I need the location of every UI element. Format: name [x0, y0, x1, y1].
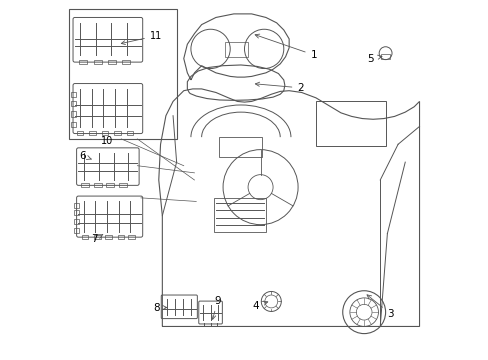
Bar	[74, 228, 79, 233]
Bar	[69, 9, 176, 139]
Bar	[82, 235, 88, 239]
Bar	[77, 131, 83, 135]
Text: 7: 7	[90, 234, 102, 244]
Bar	[214, 198, 265, 232]
Bar	[118, 235, 124, 239]
Bar	[128, 235, 135, 239]
Bar	[74, 203, 79, 207]
Text: 8: 8	[153, 302, 166, 312]
Text: 11: 11	[121, 31, 162, 45]
Bar	[81, 183, 89, 187]
Bar	[106, 183, 114, 187]
Text: 2: 2	[255, 82, 304, 93]
Bar	[126, 131, 133, 135]
Bar	[224, 42, 247, 57]
Bar	[71, 111, 75, 117]
Text: 10: 10	[101, 136, 113, 145]
Bar	[74, 210, 79, 215]
Bar	[74, 219, 79, 224]
Bar	[105, 235, 111, 239]
Bar	[80, 60, 87, 64]
Bar	[89, 131, 95, 135]
Bar	[381, 54, 389, 59]
Text: 5: 5	[367, 54, 381, 64]
Bar	[102, 131, 108, 135]
Bar	[122, 60, 130, 64]
Bar	[114, 131, 121, 135]
Text: 1: 1	[255, 34, 317, 60]
Bar	[71, 92, 75, 97]
Bar	[94, 235, 101, 239]
Bar	[315, 102, 385, 146]
Bar	[108, 60, 116, 64]
Bar	[94, 183, 102, 187]
Bar	[119, 183, 126, 187]
Bar	[94, 60, 102, 64]
Text: 9: 9	[211, 296, 221, 319]
Bar	[71, 101, 75, 106]
Text: 4: 4	[252, 301, 267, 311]
Text: 6: 6	[79, 151, 91, 161]
Text: 3: 3	[366, 295, 393, 319]
Bar	[219, 137, 262, 157]
Bar	[71, 122, 75, 127]
